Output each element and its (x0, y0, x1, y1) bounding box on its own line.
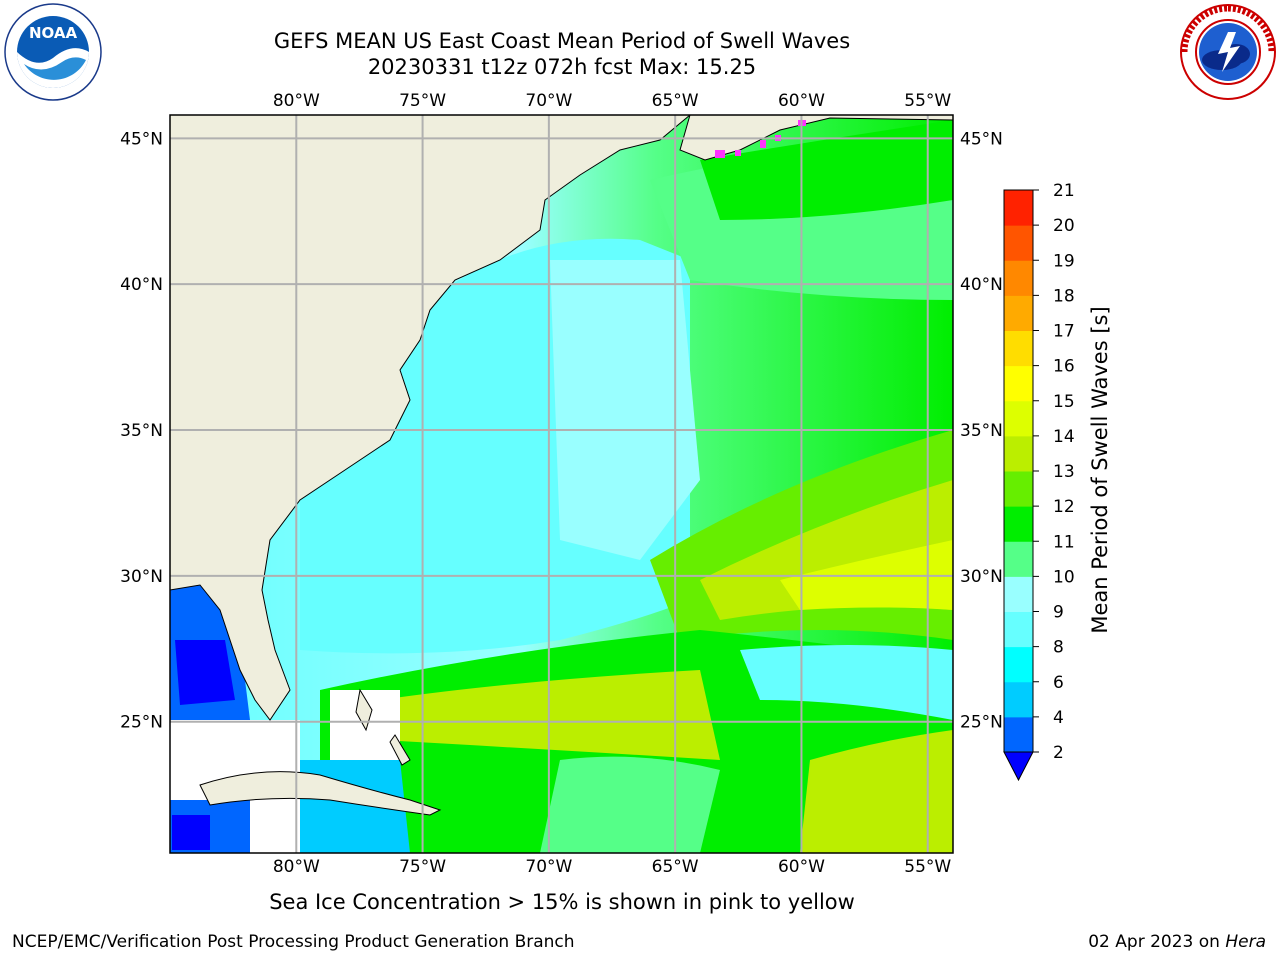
chart-subtitle: 20230331 t12z 072h fcst Max: 15.25 (367, 55, 757, 79)
colorbar-segment (1004, 400, 1033, 437)
colorbar-tick-label: 19 (1053, 251, 1075, 271)
colorbar-segment (1004, 611, 1033, 648)
colorbar-segment (1004, 471, 1033, 507)
lat-tick-label-left: 25°N (120, 713, 163, 733)
colorbar-tick-label: 21 (1053, 181, 1075, 201)
lon-tick-label-bottom: 65°W (652, 857, 699, 877)
colorbar-segment (1004, 365, 1033, 402)
lon-tick-label-bottom: 70°W (525, 857, 572, 877)
lat-tick-label-right: 25°N (960, 713, 1003, 733)
colorbar-tick-label: 4 (1053, 708, 1064, 728)
footer-host: Hera (1225, 932, 1266, 952)
lon-tick-label-bottom: 80°W (273, 857, 320, 877)
colorbar-tick-label: 17 (1053, 322, 1075, 342)
colorbar-segment (1004, 541, 1033, 577)
lat-tick-label-left: 45°N (120, 129, 163, 149)
colorbar-tick-label: 14 (1053, 427, 1075, 447)
colorbar-under-arrow (1003, 751, 1034, 782)
map-grid (170, 115, 953, 853)
colorbar-tick-label: 9 (1053, 603, 1064, 623)
colorbar-tick-label: 6 (1053, 673, 1064, 693)
colorbar-segment (1004, 506, 1033, 542)
colorbar-tick-label: 20 (1053, 216, 1075, 236)
nws-logo-icon (1180, 4, 1276, 100)
colorbar-segment (1004, 681, 1033, 718)
lat-tick-label-right: 45°N (960, 129, 1003, 149)
lat-tick-label-left: 35°N (120, 421, 163, 441)
colorbar-tick-label: 15 (1053, 392, 1075, 412)
lon-tick-label-top: 55°W (904, 91, 951, 111)
map-tick-labels: 80°W 80°W 75°W 75°W 70°W 70°W 65°W 65°W 60°W 60°W… (120, 91, 1003, 877)
lon-tick-label-top: 65°W (652, 91, 699, 111)
colorbar-segment (1004, 295, 1033, 331)
colorbar-tick-label: 16 (1053, 357, 1075, 377)
map-frame (169, 114, 954, 854)
lon-tick-label-bottom: 75°W (399, 857, 446, 877)
footer-date: 02 Apr 2023 on Hera (1088, 932, 1266, 952)
colorbar-tick-label: 11 (1053, 532, 1075, 552)
noaa-logo-icon: NOAA (4, 3, 102, 101)
lat-tick-label-right: 30°N (960, 567, 1003, 587)
lon-tick-label-top: 80°W (273, 91, 320, 111)
lon-tick-label-top: 75°W (399, 91, 446, 111)
lon-tick-label-bottom: 55°W (904, 857, 951, 877)
colorbar-label: Mean Period of Swell Waves [s] (1088, 306, 1112, 633)
colorbar-segment (1004, 190, 1033, 226)
lat-tick-label-left: 30°N (120, 567, 163, 587)
footer-org: NCEP/EMC/Verification Post Processing Pr… (12, 932, 575, 952)
map-field (170, 115, 953, 853)
colorbar-tick-label: 18 (1053, 286, 1075, 306)
colorbar-segment (1004, 716, 1033, 753)
colorbar-segment (1004, 260, 1033, 296)
colorbar-tick-label: 10 (1053, 567, 1075, 587)
footer-date-text: 02 Apr 2023 on (1088, 932, 1226, 952)
lat-tick-label-right: 40°N (960, 275, 1003, 295)
colorbar-segment (1004, 225, 1033, 261)
lat-tick-label-left: 40°N (120, 275, 163, 295)
lat-tick-label-right: 35°N (960, 421, 1003, 441)
noaa-logo-text: NOAA (29, 24, 78, 42)
colorbar-tick-label: 12 (1053, 497, 1075, 517)
lon-tick-label-top: 70°W (525, 91, 572, 111)
colorbar-tick-label: 8 (1053, 638, 1064, 658)
colorbar-segment (1004, 646, 1033, 683)
colorbar-segment (1004, 576, 1033, 612)
colorbar-tick-label: 13 (1053, 462, 1075, 482)
lon-tick-label-bottom: 60°W (778, 857, 825, 877)
colorbar-segment (1004, 435, 1033, 472)
sea-ice-caption: Sea Ice Concentration > 15% is shown in … (269, 890, 855, 914)
colorbar-segment (1004, 330, 1033, 367)
chart-title: GEFS MEAN US East Coast Mean Period of S… (273, 29, 851, 53)
lon-tick-label-top: 60°W (778, 91, 825, 111)
colorbar: 2 4 6 8 9 10 11 12 13 14 15 16 17 18 19 20 21 (1003, 181, 1075, 782)
colorbar-tick-label: 2 (1053, 743, 1064, 763)
